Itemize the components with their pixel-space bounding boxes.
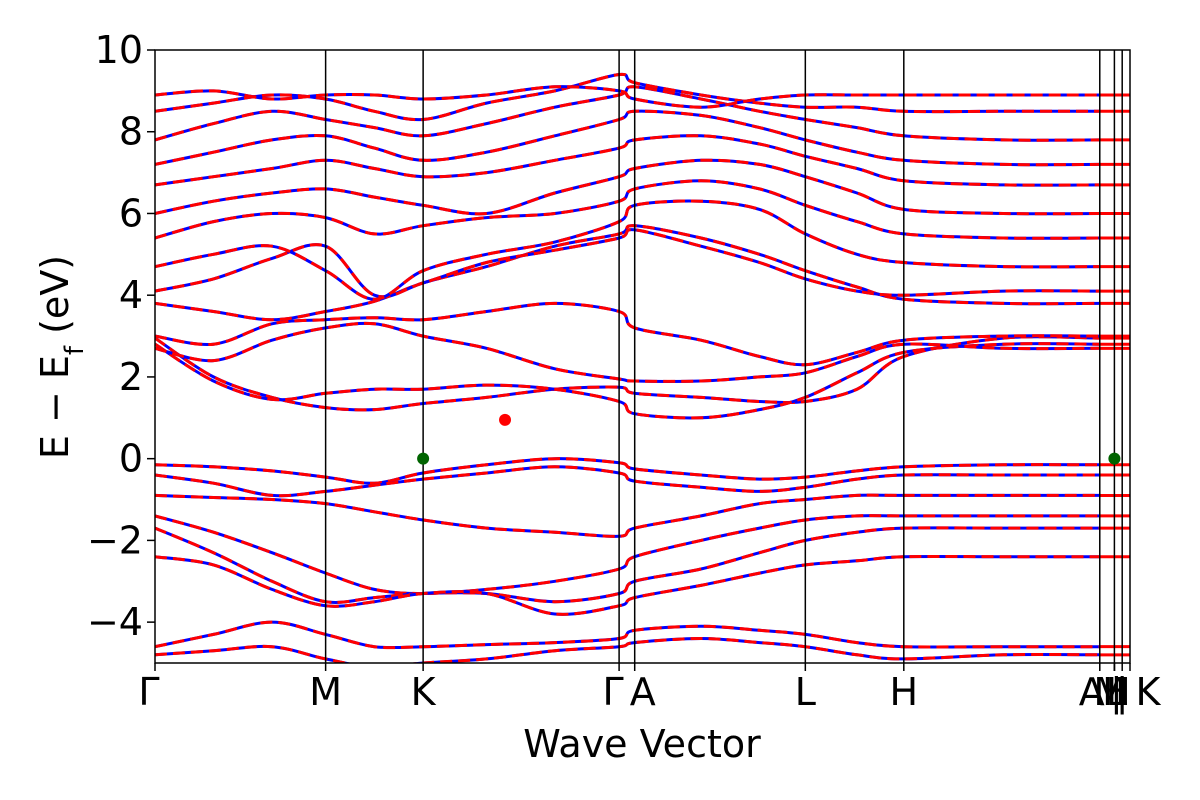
plot-frame: [154, 49, 1131, 664]
band-7-spin-b: [155, 514, 1100, 596]
x-tick-label-1: M: [309, 670, 342, 714]
x-tick-label-11: H: [1102, 670, 1131, 714]
x-tick-label-8: M: [1093, 670, 1126, 714]
marker-0: [417, 452, 430, 465]
band-17-spin-b: [155, 134, 1100, 187]
y-tick-label-7: 10: [95, 28, 143, 72]
band-6-spin-b: [155, 493, 1100, 538]
x-tick-label-13: K: [1136, 670, 1162, 714]
band-13-spin-b: [155, 228, 1100, 299]
x-tick-label-4: A: [630, 670, 656, 714]
bands-layer: [155, 72, 1130, 663]
x-tick-label-3: Γ: [603, 670, 624, 714]
y-ticks: −4 −2 0 2 4 6 8 10: [87, 28, 155, 644]
y-tick-label-2: 0: [119, 437, 143, 481]
band-11-spin-b: [155, 636, 1100, 663]
y-tick-label-6: 8: [119, 110, 143, 154]
x-axis-label: Wave Vector: [523, 722, 761, 766]
band-10-spin-b: [155, 620, 1100, 650]
band-1-spin-b: [155, 342, 1100, 420]
band-15-spin-b: [155, 179, 1100, 240]
y-tick-label-0: −4: [87, 600, 143, 644]
y-axis-label: E − Ef (eV): [33, 255, 90, 459]
band-8-spin-b: [155, 526, 1100, 604]
y-axis-label-main: E − E: [33, 355, 77, 459]
x-ticks: Γ M K Γ A L H AM|LH| K: [138, 663, 1162, 715]
y-tick-label-4: 4: [119, 273, 143, 317]
band-5-spin-b: [155, 465, 1100, 498]
y-tick-label-3: 2: [119, 355, 143, 399]
band-0-spin-b: [155, 335, 1100, 412]
x-tick-label-12: |: [1116, 670, 1129, 715]
y-axis-label-unit: (eV): [33, 255, 77, 346]
x-tick-label-10: L: [1106, 670, 1127, 714]
x-tick-label-7: A: [1079, 670, 1105, 714]
x-tick-label-9: |: [1110, 670, 1123, 715]
x-tick-label-6: H: [890, 670, 919, 714]
marker-2: [1108, 452, 1121, 465]
band-4-spin-b: [155, 457, 1100, 485]
band-9-spin-b: [155, 554, 1100, 616]
y-tick-label-1: −2: [87, 518, 143, 562]
marker-1: [499, 413, 512, 426]
y-tick-label-5: 6: [119, 191, 143, 235]
band-21-spin-b: [155, 85, 1100, 109]
x-tick-label-0: Γ: [138, 670, 159, 714]
x-tick-label-2: K: [411, 670, 437, 714]
x-tick-label-5: L: [795, 670, 816, 714]
k-point-lines: [324, 50, 1123, 663]
y-axis-label-sub: f: [60, 345, 90, 355]
markers-layer: [417, 413, 1121, 465]
